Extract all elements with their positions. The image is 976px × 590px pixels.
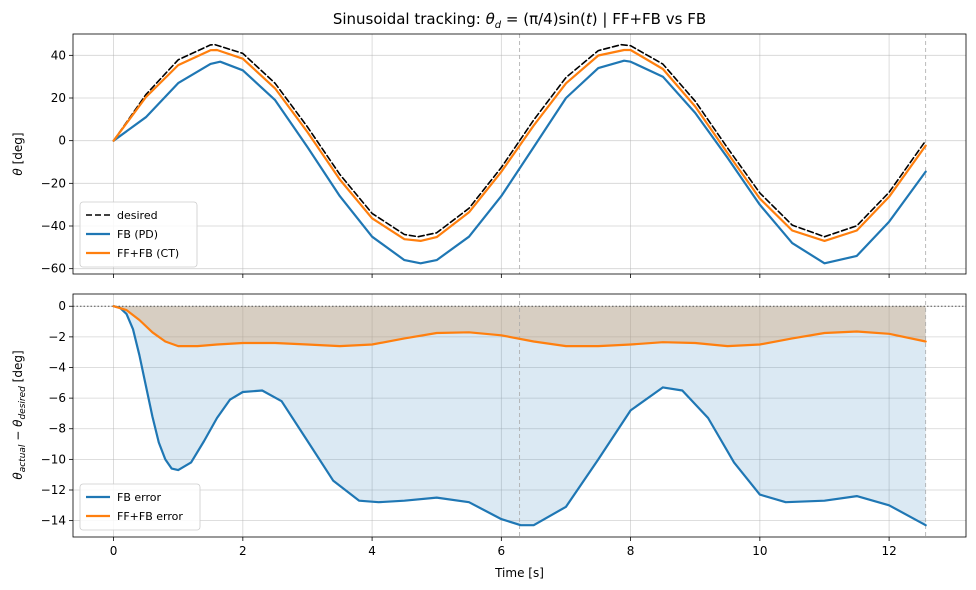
- top-y-ticks: 40 20 0 −20 −40 −60: [41, 48, 73, 276]
- bottom-x-ticks: 0 2 4 6 8 10 12: [110, 537, 897, 558]
- legend-label-desired: desired: [117, 209, 158, 222]
- y-tick-label: 0: [58, 134, 66, 148]
- top-series: [112, 43, 927, 265]
- x-tick-label: 6: [498, 544, 506, 558]
- bottom-period-markers: [519, 294, 927, 537]
- top-y-axis-label: θ [deg]: [11, 132, 25, 175]
- y-tick-label: −60: [41, 262, 66, 276]
- x-axis-label: Time [s]: [494, 566, 544, 580]
- desired-line: [112, 43, 927, 238]
- y-tick-label: −8: [48, 422, 66, 436]
- x-tick-label: 2: [239, 544, 247, 558]
- bottom-y-ticks: 0 −2 −4 −6 −8 −10 −12 −14: [41, 299, 73, 528]
- chart-title: Sinusoidal tracking: θd = (π/4)sin(t) | …: [333, 10, 706, 31]
- top-x-ticks: [113, 274, 890, 278]
- top-plot-frame: [72, 33, 967, 275]
- bottom-legend: FB error FF+FB error: [79, 483, 201, 531]
- x-tick-label: 4: [368, 544, 376, 558]
- legend-label-ff-fb-ct: FF+FB (CT): [117, 247, 179, 260]
- y-tick-label: −6: [48, 391, 66, 405]
- tracking-panel: 40 20 0 −20 −40 −60 θ [deg] desired FB (PD) FF+…: [11, 33, 967, 278]
- top-legend: desired FB (PD) FF+FB (CT): [79, 201, 198, 268]
- fb-pd-line: [112, 59, 927, 265]
- y-tick-label: −4: [48, 360, 66, 374]
- y-tick-label: −2: [48, 330, 66, 344]
- x-tick-label: 12: [881, 544, 896, 558]
- y-tick-label: 0: [58, 299, 66, 313]
- legend-label-fb-error: FB error: [117, 491, 161, 504]
- ff-fb-error-line: [112, 305, 927, 348]
- x-tick-label: 10: [752, 544, 767, 558]
- y-tick-label: −40: [41, 219, 66, 233]
- ff-fb-error-fill-area: [113, 306, 926, 347]
- fb-error-line: [112, 305, 927, 527]
- legend-box: [79, 483, 201, 531]
- legend-label-fb-pd: FB (PD): [117, 228, 158, 241]
- x-tick-label: 0: [110, 544, 118, 558]
- bottom-y-axis-label: θactual − θdesired [deg]: [11, 350, 28, 479]
- y-tick-label: −10: [41, 452, 66, 466]
- legend-label-ff-fb-error: FF+FB error: [117, 510, 183, 523]
- legend-box: [79, 201, 198, 268]
- y-tick-label: 20: [51, 91, 66, 105]
- error-panel: 0 −2 −4 −6 −8 −10 −12 −14 0 2 4 6 8 10 12 θactual − θ…: [11, 293, 967, 580]
- y-tick-label: −20: [41, 176, 66, 190]
- top-period-markers: [519, 34, 927, 274]
- y-tick-label: −12: [41, 483, 66, 497]
- x-tick-label: 8: [627, 544, 635, 558]
- ff-fb-ct-line: [112, 48, 927, 242]
- y-tick-label: 40: [51, 48, 66, 62]
- bottom-plot-frame: [72, 293, 967, 538]
- bottom-series: [112, 305, 927, 527]
- y-tick-label: −14: [41, 514, 66, 528]
